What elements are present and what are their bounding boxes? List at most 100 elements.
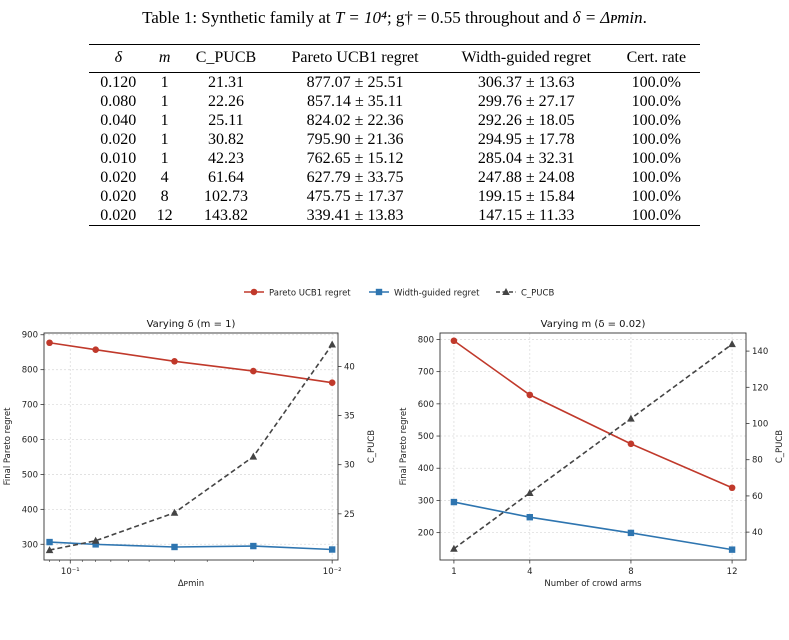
y2-axis-label: C_PUCB — [367, 430, 377, 463]
cell-cpucb: 61.64 — [207, 169, 244, 186]
data-point — [526, 514, 533, 521]
data-point — [249, 452, 258, 460]
data-point — [170, 508, 179, 516]
y2-tick-label: 120 — [752, 383, 768, 393]
series-line — [453, 343, 733, 550]
data-point — [450, 544, 458, 552]
data-point — [46, 339, 53, 347]
cell-delta: 0.010 — [100, 150, 137, 167]
cell-width-regret: 292.26 ± 18.05 — [477, 112, 575, 129]
y-tick-label: 800 — [22, 366, 38, 376]
table-body: 0.120 1 21.31 877.07 ± 25.51 306.37 ± 13.63 1… — [89, 73, 700, 226]
cell-m: 1 — [160, 112, 169, 129]
cell-cpucb: 22.26 — [207, 93, 244, 110]
cell-pareto-regret: 877.07 ± 25.51 — [306, 74, 404, 91]
cell-cpucb: 102.73 — [203, 188, 248, 205]
y-tick-label: 300 — [418, 496, 434, 506]
data-point — [91, 536, 100, 544]
cell-m: 1 — [160, 150, 169, 167]
col-cert-rate: Cert. rate — [626, 49, 687, 66]
legend-label: C_PUCB — [521, 288, 554, 298]
cell-cert-rate: 100.0% — [631, 150, 681, 167]
y2-tick-label: 80 — [752, 456, 763, 466]
series-c-pucb — [450, 340, 736, 552]
col-delta: δ — [114, 49, 122, 66]
x-tick-label: 8 — [628, 567, 633, 577]
table-row: 0.020 1 30.82 795.90 ± 21.36 294.95 ± 17.78 1… — [89, 130, 700, 149]
cell-cert-rate: 100.0% — [631, 169, 681, 186]
series-line — [453, 340, 733, 489]
cell-cert-rate: 100.0% — [631, 74, 681, 91]
x-tick-label: 10⁻¹ — [61, 567, 80, 577]
cell-delta: 0.080 — [100, 93, 137, 110]
table-row: 0.040 1 25.11 824.02 ± 22.36 292.26 ± 18.05 1… — [89, 111, 700, 130]
y2-tick-label: 30 — [344, 461, 355, 471]
table-row: 0.020 8 102.73 475.75 ± 17.37 199.15 ± 15.84… — [89, 187, 700, 206]
cell-width-regret: 299.76 ± 27.17 — [477, 93, 575, 110]
data-point — [45, 546, 54, 554]
cell-m: 1 — [160, 131, 169, 148]
series-pareto-ucb1-regret — [450, 337, 736, 492]
legend-entry: Width-guided regret — [369, 288, 480, 298]
y2-tick-label: 40 — [752, 528, 763, 538]
y2-axis-label: C_PUCB — [775, 430, 785, 463]
y-tick-label: 300 — [22, 540, 38, 550]
y-tick-label: 400 — [418, 464, 434, 474]
cell-delta: 0.020 — [100, 188, 137, 205]
y2-tick-label: 140 — [752, 347, 768, 357]
legend-label: Width-guided regret — [394, 288, 480, 298]
cell-cpucb: 21.31 — [207, 74, 244, 91]
caption-delta: δ = Δᴩmin — [572, 8, 643, 27]
y-tick-label: 200 — [418, 529, 434, 539]
cell-pareto-regret: 339.41 ± 13.83 — [306, 207, 404, 224]
data-point — [450, 498, 458, 506]
table-caption: Table 1: Synthetic family at T = 10⁴; g†… — [142, 8, 647, 27]
x-tick-label: 4 — [527, 567, 532, 577]
cell-pareto-regret: 762.65 ± 15.12 — [306, 150, 404, 167]
cell-m: 8 — [160, 188, 169, 205]
cell-cert-rate: 100.0% — [631, 112, 681, 129]
x-axis-label: Number of crowd arms — [544, 579, 642, 589]
data-point — [328, 340, 336, 348]
y2-tick-label: 40 — [344, 362, 355, 372]
series-line — [453, 501, 733, 551]
x-tick-label: 1 — [451, 567, 456, 577]
y-tick-label: 700 — [418, 368, 434, 378]
table-header-row: δ m C_PUCB Pareto UCB1 regret Width-guid… — [89, 44, 700, 73]
legend-label: Pareto UCB1 regret — [269, 288, 351, 298]
cell-m: 1 — [160, 74, 169, 91]
cell-pareto-regret: 795.90 ± 21.36 — [306, 131, 404, 148]
results-table: δ m C_PUCB Pareto UCB1 regret Width-guid… — [89, 44, 700, 226]
table-row: 0.120 1 21.31 877.07 ± 25.51 306.37 ± 13.63 1… — [89, 73, 700, 93]
cell-width-regret: 199.15 ± 15.84 — [477, 188, 575, 205]
y-tick-label: 600 — [418, 400, 434, 410]
y-tick-label: 700 — [22, 401, 38, 411]
cell-pareto-regret: 627.79 ± 33.75 — [306, 169, 404, 186]
cell-cert-rate: 100.0% — [631, 207, 681, 224]
legend-marker — [375, 288, 383, 296]
table-row: 0.020 4 61.64 627.79 ± 33.75 247.88 ± 24.08 1… — [89, 168, 700, 187]
x-tick-label: 12 — [727, 567, 738, 577]
y2-tick-label: 60 — [752, 492, 763, 502]
x-tick-label: 10⁻² — [323, 567, 342, 577]
data-point — [250, 542, 257, 550]
cell-pareto-regret: 475.75 ± 17.37 — [306, 188, 404, 205]
y-tick-label: 900 — [22, 331, 38, 341]
cell-width-regret: 285.04 ± 32.31 — [477, 150, 575, 167]
series-width-guided-regret — [450, 498, 736, 553]
data-point — [328, 379, 336, 387]
data-point — [627, 529, 635, 537]
chart-title: Varying δ (m = 1) — [147, 319, 236, 330]
plot-frame — [43, 332, 339, 561]
series-line — [49, 541, 333, 551]
cell-pareto-regret: 857.14 ± 35.11 — [306, 93, 404, 110]
data-point — [171, 357, 178, 365]
caption-horizon: T = 10⁴ — [334, 8, 387, 27]
legend: Pareto UCB1 regret Width-guided regret C_P… — [244, 288, 554, 298]
cell-delta: 0.040 — [100, 112, 137, 129]
cell-m: 1 — [160, 93, 169, 110]
cell-delta: 0.020 — [100, 131, 137, 148]
data-point — [728, 484, 736, 492]
series-c-pucb — [45, 340, 336, 554]
data-point — [171, 543, 178, 551]
